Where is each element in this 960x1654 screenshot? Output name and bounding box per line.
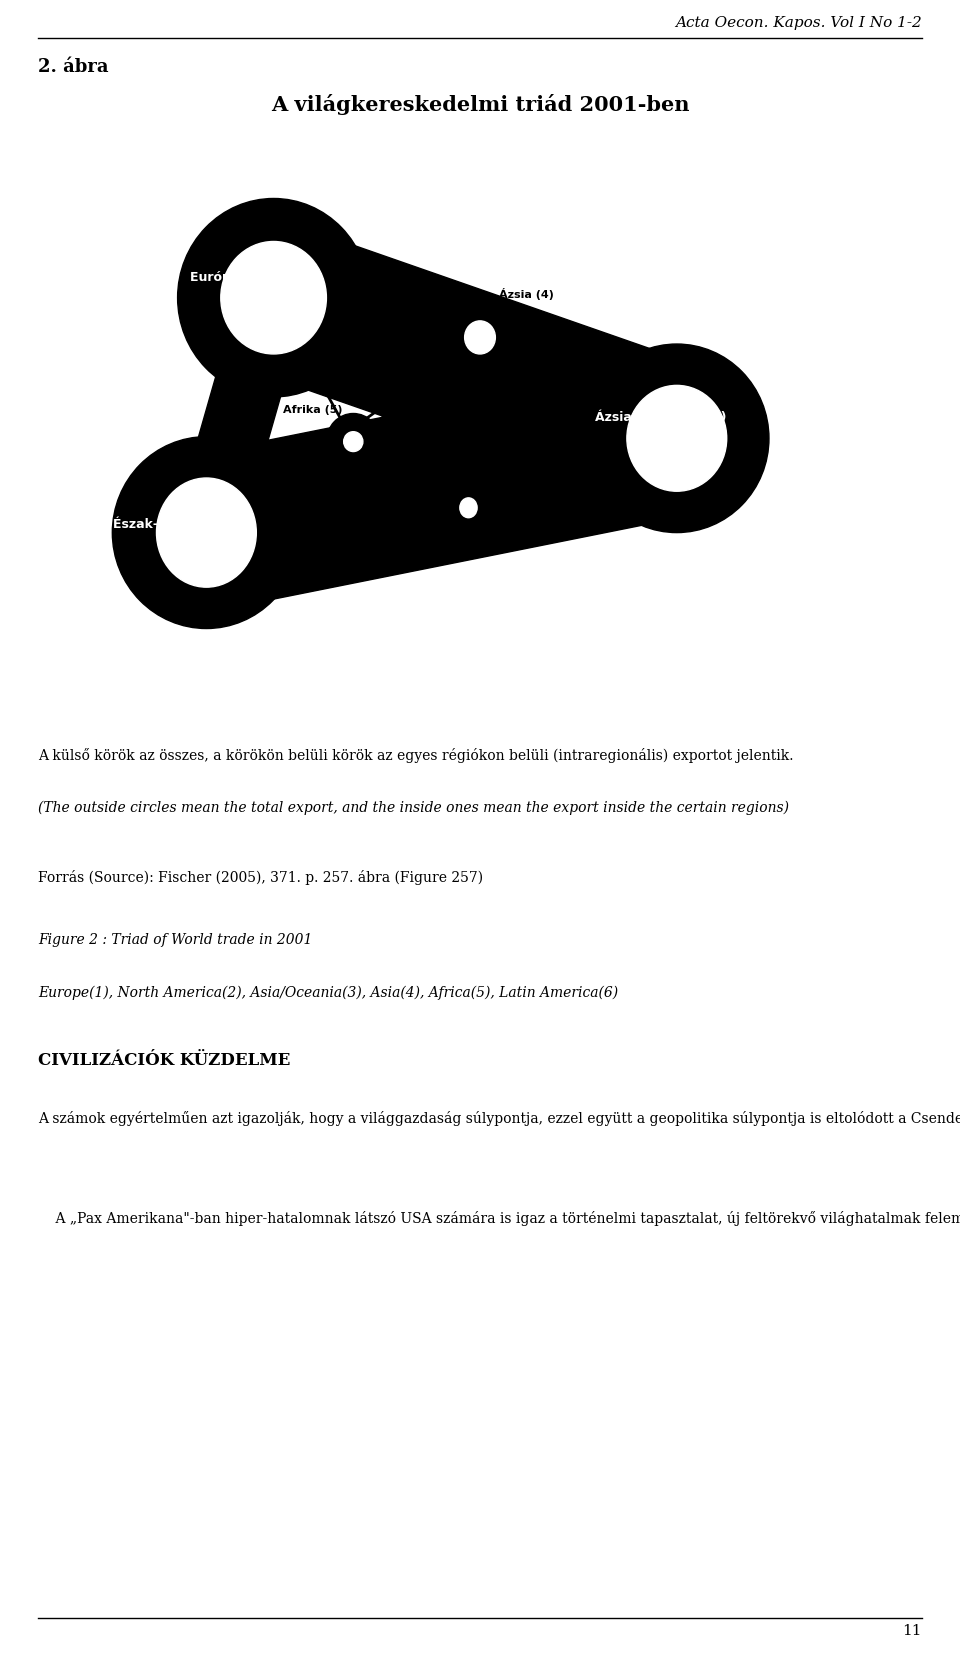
Ellipse shape bbox=[344, 432, 363, 452]
Text: A számok egyértelműen azt igazolják, hogy a világgazdaság súlypontja, ezzel együ: A számok egyértelműen azt igazolják, hog… bbox=[38, 1111, 960, 1126]
Text: Europe(1), North America(2), Asia/Oceania(3), Asia(4), Africa(5), Latin America(: Europe(1), North America(2), Asia/Oceani… bbox=[38, 986, 618, 1001]
Ellipse shape bbox=[465, 321, 495, 354]
Ellipse shape bbox=[112, 437, 300, 629]
Ellipse shape bbox=[156, 478, 256, 587]
Ellipse shape bbox=[585, 344, 769, 533]
Polygon shape bbox=[186, 246, 294, 584]
Text: CIVILIZÁCIÓK KÜZDELME: CIVILIZÁCIÓK KÜZDELME bbox=[38, 1052, 291, 1068]
Text: 11: 11 bbox=[902, 1624, 922, 1637]
Text: Afrika (5): Afrika (5) bbox=[283, 405, 343, 415]
Text: A világkereskedelmi triád 2001-ben: A világkereskedelmi triád 2001-ben bbox=[271, 94, 689, 116]
Text: Forrás (Source): Fischer (2005), 371. p. 257. ábra (Figure 257): Forrás (Source): Fischer (2005), 371. p.… bbox=[38, 870, 484, 885]
Polygon shape bbox=[204, 359, 679, 612]
Text: (The outside circles mean the total export, and the inside ones mean the export : (The outside circles mean the total expo… bbox=[38, 801, 789, 815]
Text: Európa (1): Európa (1) bbox=[190, 271, 264, 284]
Text: Figure 2 : Triad of World trade in 2001: Figure 2 : Triad of World trade in 2001 bbox=[38, 933, 313, 946]
Text: A külső körök az összes, a körökön belüli körök az egyes régiókon belüli (intrar: A külső körök az összes, a körökön belül… bbox=[38, 748, 794, 762]
Ellipse shape bbox=[221, 241, 326, 354]
Text: 2. ábra: 2. ábra bbox=[38, 58, 108, 76]
Polygon shape bbox=[271, 218, 680, 518]
Text: Ázsia (4): Ázsia (4) bbox=[499, 288, 554, 301]
Ellipse shape bbox=[326, 414, 380, 470]
Ellipse shape bbox=[178, 198, 370, 397]
Text: A „Pax Amerikana"-ban hiper-hatalomnak látszó USA számára is igaz a történelmi t: A „Pax Amerikana"-ban hiper-hatalomnak l… bbox=[38, 1211, 960, 1226]
Text: Ázsia / Óceánia (3): Ázsia / Óceánia (3) bbox=[595, 410, 727, 423]
Ellipse shape bbox=[444, 299, 516, 375]
Text: Észak-Amerika (2): Észak-Amerika (2) bbox=[113, 518, 241, 531]
Ellipse shape bbox=[627, 385, 727, 491]
Ellipse shape bbox=[443, 481, 494, 534]
Text: Latin-Amerika (6): Latin-Amerika (6) bbox=[418, 538, 527, 547]
Text: Acta Oecon. Kapos. Vol I No 1-2: Acta Oecon. Kapos. Vol I No 1-2 bbox=[675, 17, 922, 30]
Ellipse shape bbox=[460, 498, 477, 518]
